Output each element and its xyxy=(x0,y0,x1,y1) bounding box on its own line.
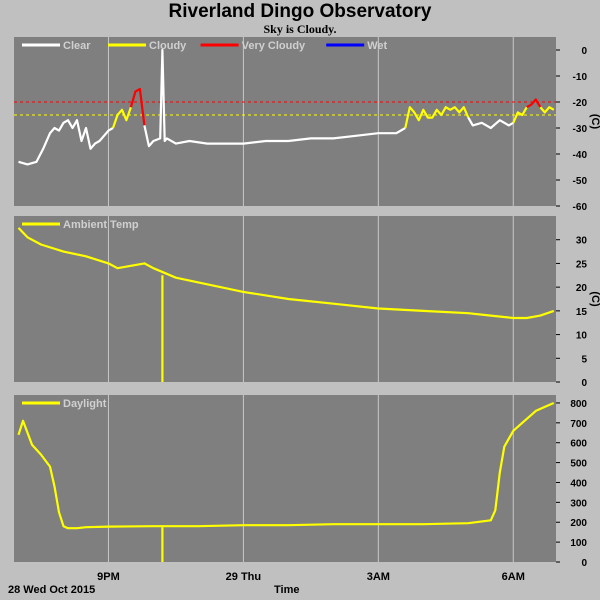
y-tick-label-3-1: 0 xyxy=(581,558,587,569)
y-tick-label-3-7: 600 xyxy=(570,439,587,450)
x-axis-title: Time xyxy=(274,584,300,596)
y-tick-label-2-1: 0 xyxy=(581,378,587,389)
y-tick-label-1-3: -20 xyxy=(573,98,588,109)
x-tick-label-3: 3AM xyxy=(367,571,390,583)
series-cloudy-1-5 xyxy=(404,106,470,129)
date-label: 28 Wed Oct 2015 xyxy=(8,584,96,596)
y-axis-label-2: (C) xyxy=(589,291,600,307)
y-tick-label-2-3: 10 xyxy=(576,331,588,342)
y-tick-label-3-4: 300 xyxy=(570,498,587,509)
y-tick-label-2-5: 20 xyxy=(576,283,588,294)
series-cloudy-1-9 xyxy=(539,106,555,114)
y-tick-label-1-5: -40 xyxy=(573,150,588,161)
y-tick-label-2-2: 5 xyxy=(581,354,587,365)
series-daylight-3-1 xyxy=(17,401,555,530)
y-tick-label-2-6: 25 xyxy=(576,259,588,270)
series-ambient-temp-2-1 xyxy=(17,227,555,320)
y-tick-label-2-4: 15 xyxy=(576,307,588,318)
x-tick-label-2: 29 Thu xyxy=(226,571,261,583)
sky-status: Sky is Cloudy. xyxy=(263,22,337,36)
y-tick-label-3-3: 200 xyxy=(570,518,587,529)
y-tick-label-1-1: 0 xyxy=(581,46,587,57)
series-very-cloudy-1-3 xyxy=(129,87,146,126)
y-tick-label-1-6: -50 xyxy=(573,176,588,187)
legend-label-1-4: Wet xyxy=(367,40,387,52)
plot-area-1 xyxy=(14,37,556,206)
legend-label-3-1: Daylight xyxy=(63,398,107,410)
series-cloudy-1-7 xyxy=(512,106,528,124)
legend-label-1-3: Very Cloudy xyxy=(242,40,306,52)
y-tick-label-1-4: -30 xyxy=(573,124,588,135)
y-tick-label-3-5: 400 xyxy=(570,478,587,489)
series-cloudy-1-2 xyxy=(111,106,132,129)
series-clear-1-6 xyxy=(467,117,514,130)
series-clear-1-4 xyxy=(143,48,406,148)
plot-area-3 xyxy=(14,395,556,562)
legend-label-1-2: Cloudy xyxy=(149,40,187,52)
y-tick-label-1-7: -60 xyxy=(573,202,588,213)
y-axis-label-1: (C) xyxy=(589,114,600,130)
y-tick-label-2-7: 30 xyxy=(576,236,588,247)
x-tick-label-4: 6AM xyxy=(502,571,525,583)
y-tick-label-3-9: 800 xyxy=(570,399,587,410)
x-tick-label-1: 9PM xyxy=(97,571,120,583)
series-very-cloudy-1-8 xyxy=(526,98,542,109)
legend-label-1-1: Clear xyxy=(63,40,91,52)
legend-label-2-1: Ambient Temp xyxy=(63,219,139,231)
y-tick-label-1-2: -10 xyxy=(573,72,588,83)
y-tick-label-3-2: 100 xyxy=(570,538,587,549)
series-clear-1-1 xyxy=(18,119,114,166)
y-tick-label-3-6: 500 xyxy=(570,459,587,470)
y-tick-label-3-8: 700 xyxy=(570,419,587,430)
page-title: Riverland Dingo Observatory xyxy=(168,1,432,22)
